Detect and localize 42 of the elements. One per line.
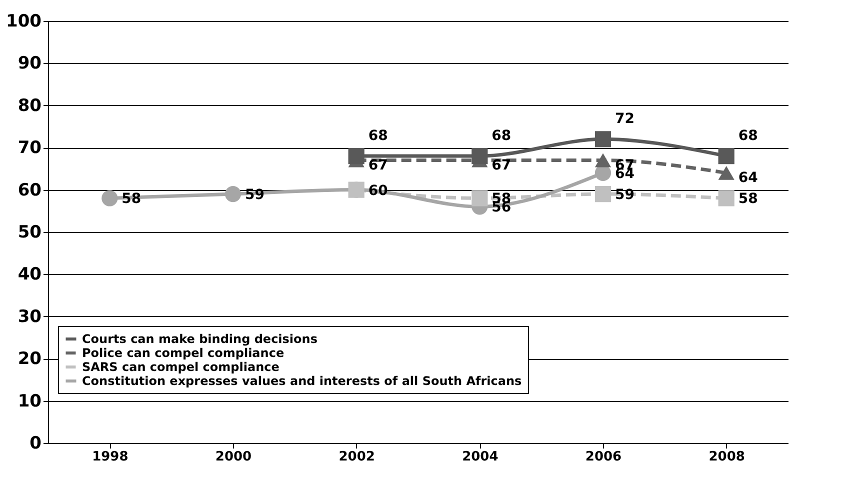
data-label: 72: [615, 111, 634, 128]
y-tick-label: 30: [18, 306, 42, 327]
data-label: 60: [368, 182, 388, 199]
x-tick-label: 2004: [462, 450, 498, 464]
point: [472, 148, 488, 164]
legend-label: Constitution expresses values and interests of all South Africans: [82, 374, 522, 388]
data-label: 67: [368, 157, 388, 174]
x-tick-label: 2008: [708, 450, 745, 464]
y-tick-label: 60: [18, 180, 42, 200]
data-label: 58: [122, 191, 142, 208]
data-label: 68: [738, 128, 758, 144]
y-tick-label: 50: [18, 222, 42, 242]
legend-label: Courts can make binding decisions: [82, 332, 318, 346]
point: [224, 186, 242, 202]
point: [718, 148, 734, 164]
data-label: 58: [738, 191, 758, 208]
data-label: 67: [492, 157, 512, 174]
y-tick-label: 40: [18, 264, 42, 285]
y-tick-label: 80: [18, 96, 42, 116]
point: [718, 190, 734, 206]
data-label: 64: [738, 170, 758, 186]
x-tick-label: 2000: [215, 450, 252, 464]
legend-label: SARS can compel compliance: [82, 360, 280, 374]
y-tick-label: 10: [18, 391, 42, 412]
x-tick-label: 2006: [585, 450, 622, 464]
legend-label: Police can compel compliance: [82, 346, 284, 360]
point: [594, 131, 612, 148]
y-tick-label: 20: [18, 349, 42, 370]
x-tick-label: 2002: [338, 450, 375, 464]
y-tick-label: 100: [6, 12, 42, 32]
point: [348, 148, 364, 164]
point: [718, 166, 734, 180]
point: [594, 153, 612, 168]
point: [472, 190, 488, 206]
point: [594, 186, 612, 202]
data-label: 68: [368, 128, 388, 144]
y-tick-label: 70: [18, 138, 42, 158]
y-tick-label: 90: [18, 54, 42, 74]
y-tick-label: 0: [30, 434, 42, 454]
x-tick-label: 1998: [92, 450, 128, 464]
data-label: 68: [492, 128, 512, 144]
point: [102, 190, 118, 206]
